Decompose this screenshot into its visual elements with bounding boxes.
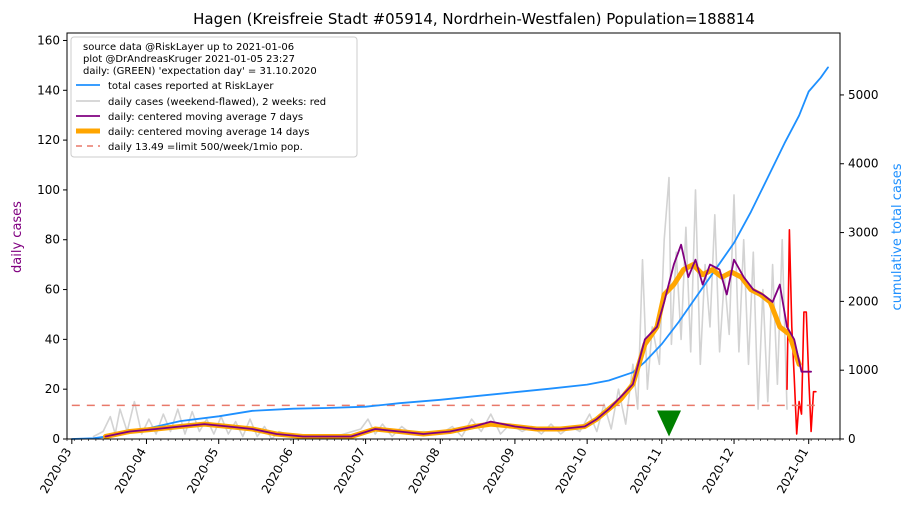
y-tick-label-left: 20 (45, 382, 60, 396)
legend-box (70, 36, 358, 158)
x-tick-label: 2020-12 (699, 446, 736, 496)
expectation-day-marker (657, 410, 682, 437)
x-tick-label: 2020-04 (112, 446, 149, 496)
series-line-ma14 (103, 262, 802, 439)
x-tick-label: 2020-10 (553, 446, 590, 496)
series-line-total-cases (70, 66, 829, 440)
series-line-daily-cases-recent (786, 229, 817, 435)
legend-entry: total cases reported at RiskLayer (108, 81, 274, 92)
y-tick-label-left: 140 (37, 83, 60, 97)
x-tick-label: 2020-03 (37, 446, 74, 496)
y-axis-label-right: cumulative total cases (890, 163, 905, 310)
y-tick-label-left: 0 (52, 432, 60, 446)
legend-entry: daily: centered moving average 14 days (108, 127, 309, 138)
y-tick-label-left: 100 (37, 183, 60, 197)
plot-area (70, 66, 829, 440)
legend-entry: daily: centered moving average 7 days (108, 112, 303, 123)
plot-frame (66, 32, 841, 440)
chart-title: Hagen (Kreisfreie Stadt #05914, Nordrhei… (193, 10, 755, 28)
legend: source data @RiskLayer up to 2021-01-06 … (70, 36, 358, 158)
x-tick-label: 2020-05 (184, 446, 221, 496)
legend-info-line: source data @RiskLayer up to 2021-01-06 (83, 42, 294, 53)
y-tick-label-left: 80 (45, 233, 60, 247)
y-tick-label-left: 40 (45, 332, 60, 346)
y-tick-label-right: 0 (848, 432, 856, 446)
y-tick-label-right: 5000 (848, 88, 879, 102)
x-tick-label: 2020-08 (406, 446, 443, 496)
legend-info-line: plot @DrAndreasKruger 2021-01-05 23:27 (83, 54, 295, 65)
y-tick-label-right: 1000 (848, 363, 879, 377)
y-tick-label-right: 2000 (848, 294, 879, 308)
y-tick-label-left: 160 (37, 33, 60, 47)
legend-entry: daily 13.49 =limit 500/week/1mio pop. (108, 142, 303, 153)
y-axis-label-left: daily cases (10, 201, 25, 273)
legend-entry: daily cases (weekend-flawed), 2 weeks: r… (108, 97, 326, 108)
y-tick-label-right: 3000 (848, 226, 879, 240)
y-tick-label-left: 120 (37, 133, 60, 147)
x-tick-label: 2020-11 (627, 446, 664, 496)
series-line-ma7 (104, 243, 812, 438)
x-tick-label: 2020-06 (259, 446, 296, 496)
y-tick-label-left: 60 (45, 283, 60, 297)
legend-info-line: daily: (GREEN) 'expectation day' = 31.10… (83, 66, 317, 77)
x-tick-label: 2021-01 (774, 446, 811, 496)
x-tick-label: 2020-09 (480, 446, 517, 496)
y-tick-label-right: 4000 (848, 157, 879, 171)
x-tick-label: 2020-07 (331, 446, 368, 496)
